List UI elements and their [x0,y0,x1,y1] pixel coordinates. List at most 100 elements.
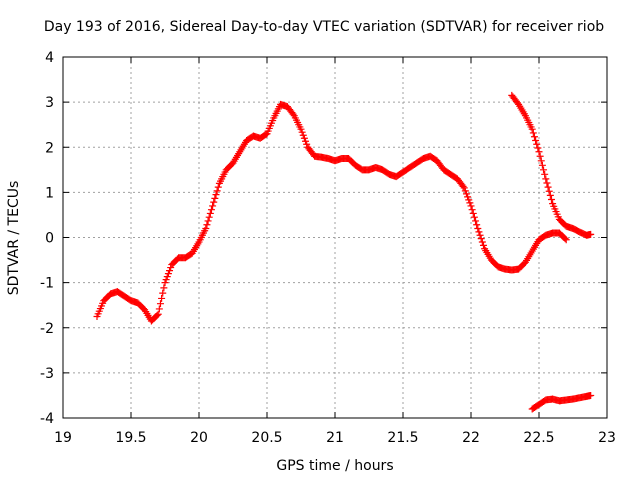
y-tick-label: 0 [45,231,54,247]
data-point [544,183,552,191]
data-point [156,300,164,308]
data-point [167,264,175,272]
data-point [162,276,170,284]
data-point [474,224,482,232]
y-tick-label: -1 [40,276,54,292]
x-tick-label: 20.5 [251,430,282,446]
data-point [212,191,220,199]
x-tick-label: 20 [190,430,208,446]
data-point [477,235,485,243]
series-low-arc [528,391,595,413]
data-point [300,134,308,142]
x-tick-label: 21 [326,430,344,446]
data-point [538,161,546,169]
data-point [213,187,221,195]
data-point [536,152,544,160]
grid [63,57,607,418]
data-point [562,236,570,244]
x-tick-label: 19.5 [115,430,146,446]
data-point [202,224,210,232]
data-point [472,217,480,225]
data-point [543,179,551,187]
data-point [469,209,477,217]
data-point [297,125,305,133]
data-point [540,166,548,174]
data-point [476,231,484,239]
data-point [528,125,536,133]
data-point [164,270,172,278]
data-point [214,183,222,191]
y-tick-label: -4 [40,411,54,427]
data-point [203,221,211,229]
data-point [479,241,487,249]
x-tick-label: 22.5 [523,430,554,446]
data-point [587,230,595,238]
data-point [460,184,468,192]
data-point [532,136,540,144]
data-point [289,110,297,118]
data-point [210,198,218,206]
data-point [533,140,541,148]
data-point [207,206,215,214]
x-tick-label: 21.5 [387,430,418,446]
data-point [462,190,470,198]
series-descending-arc [508,91,595,239]
data-point [166,267,174,275]
series-main-arc [93,100,570,325]
y-axis-label: SDTVAR / TECUs [6,181,22,296]
data-point [587,391,595,399]
data-point [542,175,550,183]
data-point [547,196,555,204]
data-point [530,133,538,141]
data-point [545,187,553,195]
data-point [154,310,162,318]
data-point [159,289,167,297]
data-point [529,129,537,137]
data-point [298,128,306,136]
y-tick-label: -3 [40,366,54,382]
data-point [468,206,476,214]
data-point [158,294,166,302]
y-tick-label: 1 [45,185,54,201]
y-tick-label: 3 [45,95,54,111]
x-tick-label: 22 [462,430,480,446]
data-point [561,235,569,243]
data-point [209,202,217,210]
data-point [466,199,474,207]
x-tick-label: 23 [598,430,616,446]
data-point [302,137,310,145]
data-point [211,194,219,202]
y-tick-label: 2 [45,140,54,156]
data-point [546,191,554,199]
data-point [459,182,467,190]
data-point [155,305,163,313]
data-point [470,213,478,221]
data-point [160,284,168,292]
data-point [299,131,307,139]
data-point [535,148,543,156]
data-point [473,221,481,229]
data-point [153,311,161,319]
x-tick-label: 19 [54,430,72,446]
data-point [465,196,473,204]
data-point [467,202,475,210]
data-point [464,193,472,201]
data-points [93,91,595,413]
data-point [163,273,171,281]
data-point [478,238,486,246]
data-point [206,209,214,217]
y-tick-label: 4 [45,50,54,66]
data-point [475,228,483,236]
y-tick-label: -2 [40,321,54,337]
chart-title: Day 193 of 2016, Sidereal Day-to-day VTE… [44,19,604,35]
data-point [534,144,542,152]
data-point [161,279,169,287]
data-point [541,170,549,178]
x-axis-label: GPS time / hours [276,458,393,474]
data-point [204,217,212,225]
data-point [537,157,545,165]
data-point [205,213,213,221]
